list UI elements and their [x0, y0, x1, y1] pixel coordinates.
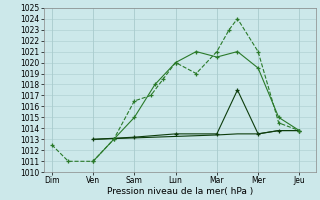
X-axis label: Pression niveau de la mer( hPa ): Pression niveau de la mer( hPa )	[107, 187, 253, 196]
